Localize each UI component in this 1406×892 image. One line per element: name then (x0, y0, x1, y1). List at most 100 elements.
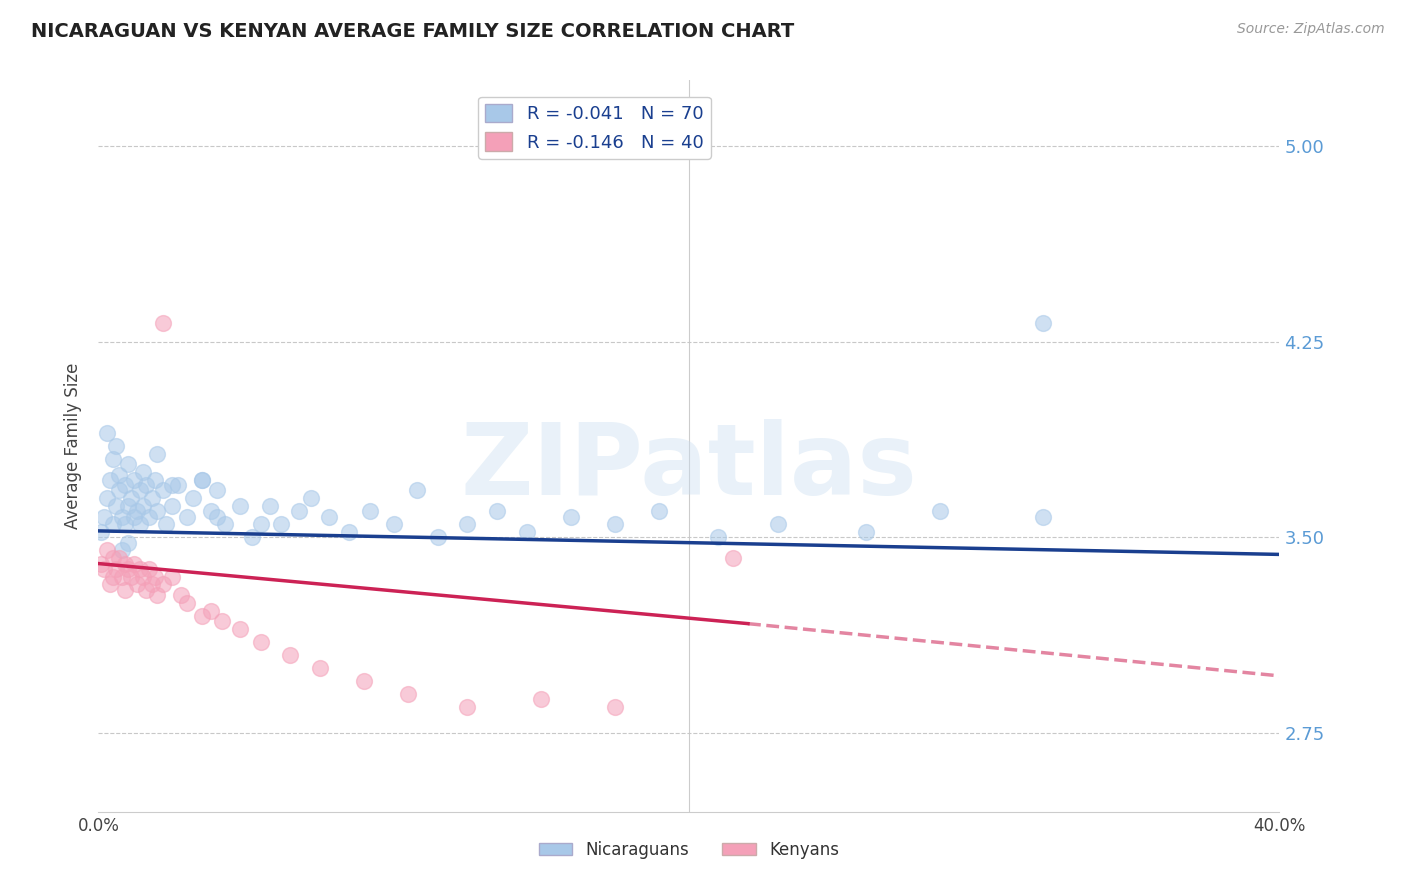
Point (105, 499, 128, 513)
Point (406, 483, 429, 498)
Point (138, 509, 160, 524)
Point (516, 525, 538, 540)
Point (181, 491, 204, 506)
Point (132, 569, 155, 583)
Point (270, 517, 292, 532)
Text: NICARAGUAN VS KENYAN AVERAGE FAMILY SIZE CORRELATION CHART: NICARAGUAN VS KENYAN AVERAGE FAMILY SIZE… (31, 22, 794, 41)
Text: Source: ZipAtlas.com: Source: ZipAtlas.com (1237, 22, 1385, 37)
Point (96, 543, 118, 558)
Point (114, 517, 136, 532)
Point (120, 491, 142, 506)
Point (128, 562, 150, 576)
Point (205, 509, 228, 524)
Point (108, 551, 131, 566)
Point (398, 687, 420, 701)
Point (125, 504, 148, 518)
Point (111, 509, 134, 524)
Point (707, 530, 730, 544)
Legend: Nicaraguans, Kenyans: Nicaraguans, Kenyans (531, 834, 846, 865)
Point (929, 504, 952, 518)
Point (103, 569, 125, 583)
Point (530, 692, 553, 706)
Point (211, 614, 233, 628)
Point (1032, 316, 1054, 330)
Point (560, 509, 582, 524)
Point (141, 491, 163, 506)
Point (103, 551, 125, 566)
Point (122, 557, 145, 571)
Point (122, 509, 145, 524)
Point (138, 562, 160, 576)
Point (103, 517, 125, 532)
Point (359, 504, 381, 518)
Point (170, 588, 193, 602)
Point (214, 517, 236, 532)
Point (108, 483, 131, 498)
Point (648, 504, 671, 518)
Point (125, 577, 148, 591)
Point (90, 525, 112, 540)
Point (143, 473, 166, 487)
Point (103, 452, 125, 467)
Point (353, 674, 375, 689)
Point (200, 603, 222, 617)
Point (229, 499, 252, 513)
Point (191, 608, 214, 623)
Point (98, 577, 121, 591)
Point (318, 509, 340, 524)
Point (152, 483, 174, 498)
Point (146, 504, 169, 518)
Point (122, 473, 145, 487)
Point (132, 465, 155, 479)
Point (200, 504, 222, 518)
Point (382, 517, 405, 532)
Point (117, 499, 139, 513)
Y-axis label: Average Family Size: Average Family Size (65, 363, 83, 529)
Point (855, 525, 877, 540)
Point (299, 491, 322, 506)
Point (135, 582, 157, 597)
Point (457, 700, 479, 714)
Point (723, 551, 745, 566)
Point (152, 577, 174, 591)
Point (114, 582, 136, 597)
Point (141, 577, 163, 591)
Point (240, 530, 263, 544)
Point (114, 557, 136, 571)
Point (128, 517, 150, 532)
Text: ZIPatlas: ZIPatlas (461, 419, 917, 516)
Point (280, 648, 302, 662)
Point (132, 499, 155, 513)
Point (146, 447, 169, 461)
Point (191, 473, 214, 487)
Point (250, 517, 273, 532)
Point (162, 478, 183, 492)
Point (111, 569, 134, 583)
Point (191, 473, 214, 487)
Point (90, 557, 112, 571)
Point (250, 635, 273, 649)
Point (146, 588, 169, 602)
Point (259, 499, 281, 513)
Point (288, 504, 311, 518)
Point (117, 535, 139, 549)
Point (339, 525, 361, 540)
Point (167, 478, 190, 492)
Point (117, 458, 139, 472)
Point (176, 509, 198, 524)
Point (108, 467, 131, 482)
Point (128, 483, 150, 498)
Point (93, 562, 115, 576)
Point (766, 517, 789, 532)
Point (162, 569, 183, 583)
Point (135, 478, 157, 492)
Point (229, 622, 252, 636)
Point (93, 509, 115, 524)
Point (105, 562, 128, 576)
Point (96, 491, 118, 506)
Point (1032, 509, 1054, 524)
Point (114, 478, 136, 492)
Point (486, 504, 509, 518)
Point (176, 596, 198, 610)
Point (152, 316, 174, 330)
